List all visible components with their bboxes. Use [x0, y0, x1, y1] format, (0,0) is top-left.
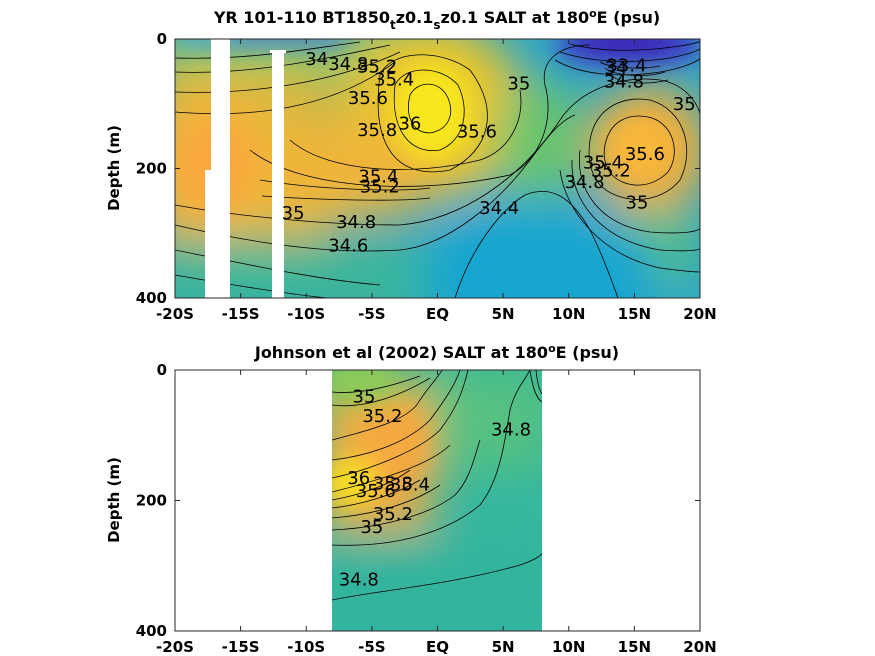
top-xtick-label: 20N [683, 305, 716, 323]
top-contour-label: 34.8 [336, 212, 376, 233]
top-contour-label: 33.4 [606, 55, 646, 76]
top-contour-label: 34.4 [479, 198, 519, 219]
top-ytick-label: 0 [157, 30, 167, 48]
top-contour-label: 35.6 [625, 144, 665, 165]
bottom-contour-label: 35.6 [356, 481, 396, 502]
top-contour-label: 35 [673, 94, 696, 115]
top-missing-column-2-cap [270, 50, 286, 53]
bottom-salinity-field [332, 370, 542, 631]
top-panel-title: YR 101-110 BT1850tz0.1sz0.1 SALT at 180o… [213, 7, 660, 32]
top-contours [175, 40, 700, 298]
bottom-contour-label: 35.2 [362, 406, 402, 427]
top-ylabel: Depth (m) [105, 125, 123, 211]
bottom-ytick-label: 0 [157, 361, 167, 379]
bottom-contour-label: 34.8 [491, 419, 531, 440]
bottom-contours [332, 370, 542, 601]
top-contour-label: 35.2 [591, 160, 631, 181]
bottom-xtick-label: -5S [358, 638, 385, 656]
top-contour-label: 35.4 [374, 70, 414, 91]
bottom-xtick-label: 10N [552, 638, 585, 656]
top-ytick-label: 200 [136, 160, 167, 178]
top-contour-label: 35 [507, 74, 530, 95]
top-contour-label: 34 [605, 58, 628, 79]
bottom-panel: Johnson et al (2002) SALT at 180oE (psu) [105, 342, 717, 656]
bottom-contour-label: 35.2 [373, 504, 413, 525]
bottom-contour-label: 35.8 [373, 473, 413, 494]
bottom-ytick-label: 400 [136, 622, 167, 640]
top-contour-label: 35.8 [357, 120, 397, 141]
top-contour-label: 34.8 [328, 54, 368, 75]
bottom-xtick-label: -15S [222, 638, 260, 656]
bottom-contour-label: 34.8 [339, 569, 379, 590]
top-xtick-label: -10S [287, 305, 325, 323]
top-contour-label: 35.6 [457, 121, 497, 142]
top-salinity-field [175, 39, 700, 298]
bottom-xtick-label: -10S [287, 638, 325, 656]
bottom-contour-label: 35 [353, 387, 376, 408]
bottom-xtick-label: 5N [492, 638, 515, 656]
top-xtick-label: 10N [552, 305, 585, 323]
top-contour-label: 35.4 [583, 153, 623, 174]
bottom-contour-label: 35 [360, 517, 383, 538]
top-contour-label: 34 [305, 49, 328, 70]
top-missing-column-2 [272, 50, 284, 298]
bottom-panel-title: Johnson et al (2002) SALT at 180oE (psu) [254, 342, 619, 362]
bottom-xtick-label: 20N [683, 638, 716, 656]
top-axes: -20S -15S -10S -5S EQ 5N 10N 15N 20N 0 200 400 [136, 30, 717, 323]
top-ytick-label: 400 [136, 289, 167, 307]
bottom-xtick-label: EQ [426, 638, 449, 656]
top-contour-label: 34.8 [604, 72, 644, 93]
bottom-contour-label: 35.4 [390, 475, 430, 496]
bottom-xtick-label: 15N [618, 638, 651, 656]
top-xtick-label: EQ [426, 305, 449, 323]
bottom-axes: -20S -15S -10S -5S EQ 5N 10N 15N 20N 0 200 400 [136, 361, 717, 656]
top-contour-label: 35.4 [358, 167, 398, 188]
top-panel: YR 101-110 BT1850tz0.1sz0.1 SALT at 180o… [105, 7, 717, 323]
top-contour-label: 35 [282, 203, 305, 224]
top-contour-label: 36 [398, 114, 421, 135]
top-missing-column-1a [205, 170, 213, 298]
bottom-contour-label: 36 [347, 468, 370, 489]
top-xtick-label: -20S [156, 305, 194, 323]
top-contour-label: 35.2 [360, 176, 400, 197]
top-contour-label: 35.2 [357, 57, 397, 78]
bottom-ytick-label: 200 [136, 492, 167, 510]
top-xtick-label: -5S [358, 305, 385, 323]
top-contour-label: 35.6 [348, 88, 388, 109]
top-contour-label: 35 [626, 193, 649, 214]
top-xtick-label: 15N [618, 305, 651, 323]
top-contour-label: 34.8 [564, 172, 604, 193]
top-xtick-label: -15S [222, 305, 260, 323]
top-contour-labels: 34 34.835.235.435.635.8 363535.635.435.235… [282, 49, 696, 256]
bottom-xtick-label: -20S [156, 638, 194, 656]
top-contour-label: 34.6 [328, 235, 368, 256]
top-missing-column-1 [211, 39, 230, 298]
top-xtick-label: 5N [492, 305, 515, 323]
bottom-ylabel: Depth (m) [105, 457, 123, 543]
